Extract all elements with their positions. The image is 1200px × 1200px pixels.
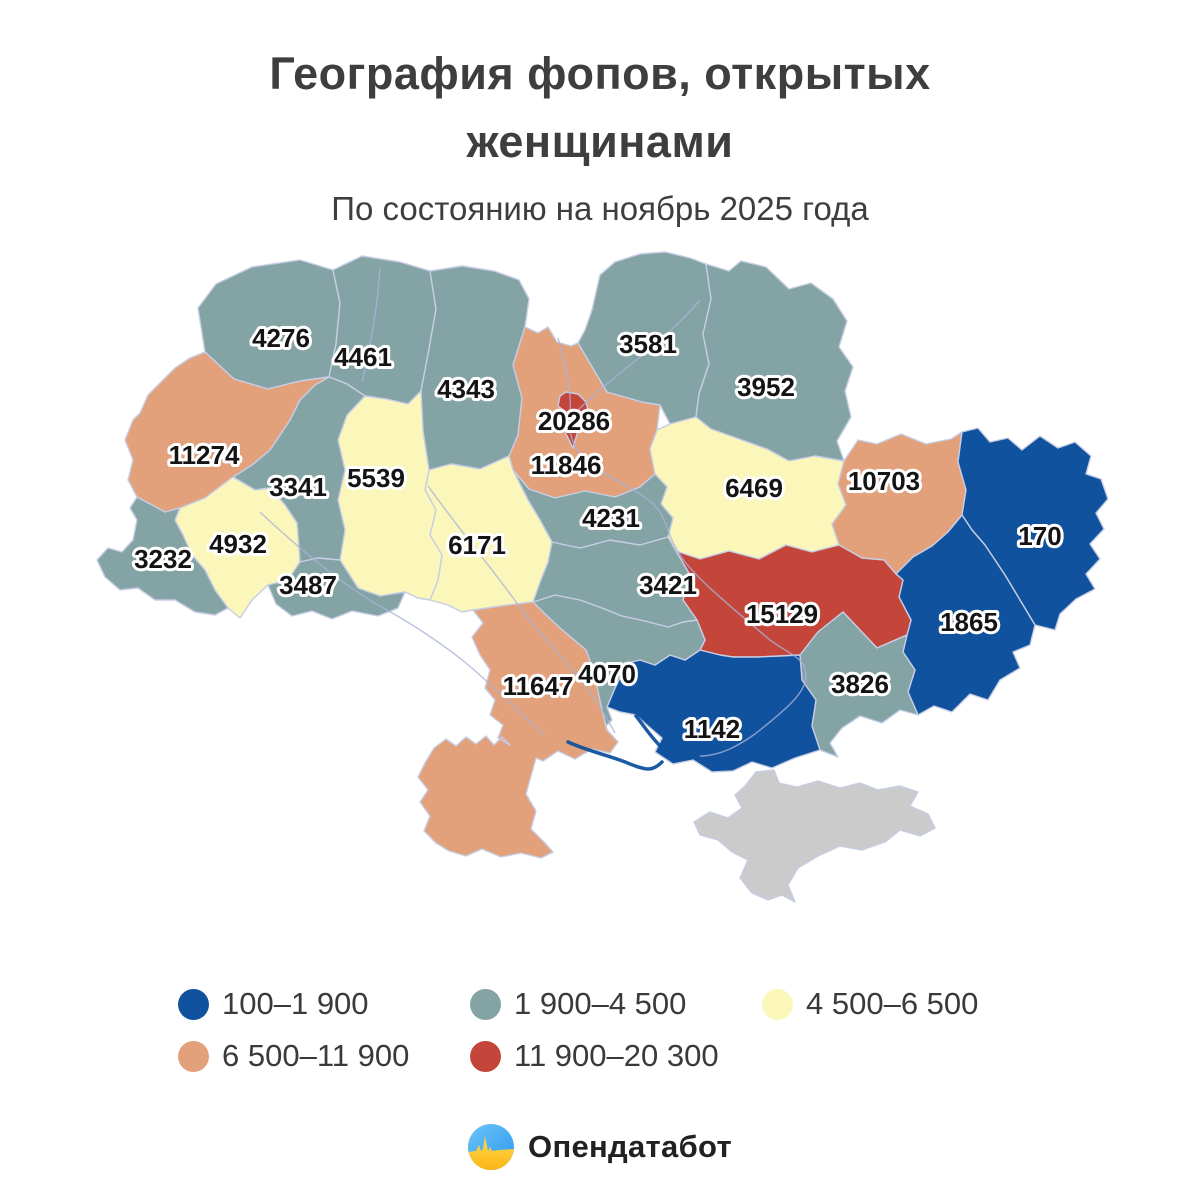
page-subtitle: По состоянию на ноябрь 2025 года xyxy=(331,190,869,227)
header: География фопов, открытых женщинами По с… xyxy=(0,40,1200,228)
region-value-dnipropetrovsk: 15129 xyxy=(746,599,818,629)
region-value-zakarpattia: 3232 xyxy=(134,544,192,574)
legend-item: 4 500–6 500 xyxy=(762,986,1054,1022)
region-value-kirovohrad: 3421 xyxy=(639,570,697,600)
region-value-donetsk: 1865 xyxy=(940,607,998,637)
river-line xyxy=(575,299,701,413)
region-value-luhansk: 170 xyxy=(1018,521,1061,551)
region-value-odesa: 11647 xyxy=(503,671,574,701)
legend-dot-yellow xyxy=(762,988,793,1020)
region-kyiv-city xyxy=(557,391,589,449)
region-value-kyiv-oblast: 11846 xyxy=(531,450,602,480)
region-value-mykolaiv: 4070 xyxy=(578,659,636,689)
region-value-vinnytsia: 6171 xyxy=(448,530,506,560)
legend-label: 100–1 900 xyxy=(222,986,369,1021)
legend-label: 6 500–11 900 xyxy=(222,1038,410,1073)
region-zhytomyr xyxy=(420,265,530,471)
region-value-chernihiv: 3581 xyxy=(619,329,677,359)
region-value-volyn: 4276 xyxy=(252,323,310,353)
page-title: География фопов, открытых женщинами xyxy=(269,48,931,167)
river-line xyxy=(361,267,381,383)
region-value-zhytomyr: 4343 xyxy=(437,374,495,404)
region-value-zaporizhzhia: 3826 xyxy=(831,669,889,699)
legend-dot-blue xyxy=(178,988,209,1020)
region-rivne xyxy=(328,255,437,405)
region-value-ivano-frankivsk: 4932 xyxy=(209,529,267,559)
region-value-khmelnytskyi: 5539 xyxy=(347,463,405,493)
opendatabot-logo-icon xyxy=(468,1124,515,1170)
estuary-line xyxy=(566,740,664,771)
legend-label: 4 500–6 500 xyxy=(806,986,979,1021)
legend-dot-salmon xyxy=(178,1040,209,1072)
legend-item: 11 900–20 300 xyxy=(470,1038,762,1074)
river-line xyxy=(557,337,807,757)
legend-label: 1 900–4 500 xyxy=(514,986,687,1021)
region-value-sumy: 3952 xyxy=(737,372,795,402)
region-value-chernivtsi: 3487 xyxy=(279,570,337,600)
opendatabot-logo-text: Опендатабот xyxy=(528,1129,732,1164)
footer-logo: Опендатабот xyxy=(0,1124,1200,1170)
region-value-lviv: 11274 xyxy=(169,440,240,470)
region-value-poltava: 6469 xyxy=(725,473,783,503)
region-chernivtsi xyxy=(267,557,406,620)
legend-item: 6 500–11 900 xyxy=(178,1038,470,1074)
region-value-cherkasy: 4231 xyxy=(582,503,640,533)
estuary-line xyxy=(634,714,664,750)
river-line xyxy=(259,511,546,737)
region-value-kherson: 1142 xyxy=(684,714,740,744)
region-sumy xyxy=(695,260,854,462)
region-crimea-no-data xyxy=(693,769,936,903)
region-zakarpattia xyxy=(96,496,229,616)
region-value-kharkiv: 10703 xyxy=(848,466,920,496)
river-line xyxy=(427,485,616,734)
legend-item: 100–1 900 xyxy=(178,986,470,1022)
legend: 100–1 900 1 900–4 500 4 500–6 500 6 500–… xyxy=(178,986,1054,1074)
legend-dot-teal xyxy=(470,988,501,1020)
region-value-rivne: 4461 xyxy=(334,342,392,372)
region-value-kyiv-city: 20286 xyxy=(538,406,610,436)
legend-label: 11 900–20 300 xyxy=(514,1038,719,1073)
legend-item: 1 900–4 500 xyxy=(470,986,762,1022)
region-value-ternopil: 3341 xyxy=(269,472,327,502)
legend-dot-red xyxy=(470,1040,501,1072)
